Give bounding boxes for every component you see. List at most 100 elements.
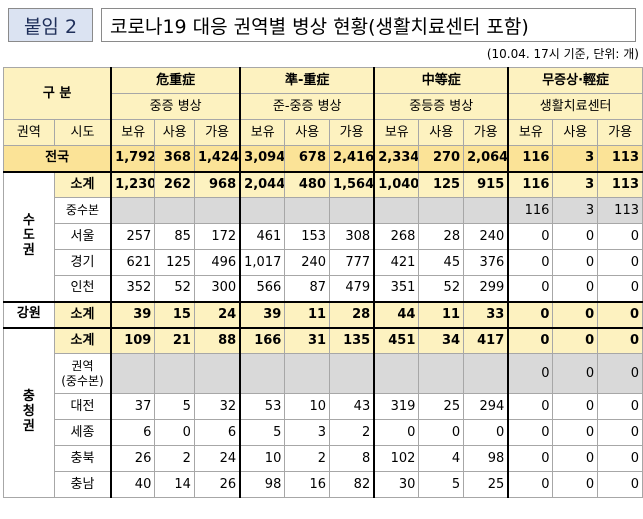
- row-value: 125: [418, 170, 465, 198]
- row-value: [284, 197, 331, 224]
- national-value: 113: [597, 145, 643, 172]
- row-value: [463, 197, 509, 224]
- row-value: 25: [463, 471, 509, 498]
- row-value: 240: [463, 223, 509, 250]
- row-value: 352: [110, 275, 156, 302]
- row-value: 1,230: [110, 170, 156, 198]
- column-header-c_use: 사용: [552, 119, 599, 146]
- row-value: 21: [154, 326, 195, 354]
- document-title-text: 코로나19 대응 권역별 병상 현황(생활치료센터 포함): [110, 15, 529, 38]
- row-value: 40: [110, 471, 156, 498]
- row-value: 0: [597, 419, 643, 446]
- row-value: 496: [193, 249, 241, 276]
- row-label: 경기: [53, 249, 112, 276]
- row-value: [418, 353, 465, 394]
- national-value: 2,334: [373, 145, 420, 172]
- row-label: 소계: [53, 326, 112, 354]
- header-mild: 무증상·輕症: [507, 67, 643, 94]
- row-value: 52: [154, 275, 195, 302]
- row-value: 4: [418, 445, 465, 472]
- column-header-c_own: 보유: [239, 119, 286, 146]
- row-value: 0: [597, 249, 643, 276]
- row-value: 417: [463, 326, 509, 354]
- row-value: 98: [239, 471, 286, 498]
- document-title: 코로나19 대응 권역별 병상 현황(생활치료센터 포함): [101, 8, 636, 42]
- row-value: 566: [239, 275, 286, 302]
- row-value: 300: [193, 275, 241, 302]
- row-value: 308: [329, 223, 375, 250]
- row-value: 31: [284, 326, 331, 354]
- row-value: 0: [597, 275, 643, 302]
- row-value: 0: [507, 300, 554, 328]
- row-value: 257: [110, 223, 156, 250]
- row-value: 28: [329, 300, 375, 328]
- row-value: [329, 197, 375, 224]
- row-value: 2: [329, 419, 375, 446]
- national-label: 전국: [3, 145, 112, 172]
- row-value: 0: [597, 300, 643, 328]
- row-value: 461: [239, 223, 286, 250]
- row-value: 6: [110, 419, 156, 446]
- row-value: 153: [284, 223, 331, 250]
- column-header-c_avail: 가용: [597, 119, 643, 146]
- row-value: 24: [193, 445, 241, 472]
- row-value: 777: [329, 249, 375, 276]
- national-value: 3: [552, 145, 599, 172]
- national-value: 3,094: [239, 145, 286, 172]
- column-header-c_avail: 가용: [193, 119, 241, 146]
- row-value: 43: [329, 393, 375, 420]
- row-value: 0: [154, 419, 195, 446]
- region-label: 강원: [3, 300, 55, 328]
- row-value: 0: [507, 249, 554, 276]
- row-value: 113: [597, 197, 643, 224]
- reference-note: (10.04. 17시 기준, 단위: 개): [486, 47, 639, 61]
- row-value: 0: [552, 393, 599, 420]
- region-label: 수 도 권: [3, 170, 55, 302]
- row-value: 33: [463, 300, 509, 328]
- column-header-c_own: 보유: [507, 119, 554, 146]
- row-value: 0: [507, 419, 554, 446]
- row-value: 0: [552, 249, 599, 276]
- row-value: 113: [597, 170, 643, 198]
- national-value: 368: [154, 145, 195, 172]
- appendix-badge: 붙임 2: [8, 8, 93, 42]
- row-value: 0: [597, 471, 643, 498]
- row-value: 82: [329, 471, 375, 498]
- row-value: 0: [552, 326, 599, 354]
- row-value: 135: [329, 326, 375, 354]
- row-value: 98: [463, 445, 509, 472]
- header-sido: 시도: [53, 119, 112, 146]
- table-row: 수 도 권 소계 1,230 262 968 2,044 480 1,564 1,040 125 9…: [3, 170, 643, 302]
- header-semi-severe-sub: 준-중증 병상: [239, 93, 375, 120]
- row-value: 480: [284, 170, 331, 198]
- row-value: 621: [110, 249, 156, 276]
- row-value: 10: [239, 445, 286, 472]
- row-value: [284, 353, 331, 394]
- row-value: 262: [154, 170, 195, 198]
- row-value: 87: [284, 275, 331, 302]
- row-value: 34: [418, 326, 465, 354]
- row-value: 0: [552, 419, 599, 446]
- row-value: 451: [373, 326, 420, 354]
- row-value: 2,044: [239, 170, 286, 198]
- row-value: [154, 197, 195, 224]
- table-row: 세종 6 0 6 5 3 2 0 0 0 0 0 0: [4, 419, 643, 446]
- row-value: 24: [193, 300, 241, 328]
- header-region: 권역: [3, 119, 55, 146]
- row-value: [373, 197, 420, 224]
- row-value: 0: [507, 326, 554, 354]
- row-value: 0: [507, 353, 554, 394]
- row-value: 0: [373, 419, 420, 446]
- row-value: 125: [154, 249, 195, 276]
- row-label: 소계: [53, 300, 112, 328]
- row-value: 0: [507, 223, 554, 250]
- national-value: 1,424: [193, 145, 241, 172]
- row-value: 0: [418, 419, 465, 446]
- header-critical-sub: 중증 병상: [110, 93, 241, 120]
- row-value: 25: [418, 393, 465, 420]
- row-label: 충북: [53, 445, 112, 472]
- column-header-c_avail: 가용: [463, 119, 509, 146]
- row-value: [329, 353, 375, 394]
- header-mild-sub: 생활치료센터: [507, 93, 643, 120]
- row-label: 권역 (중수본): [53, 353, 112, 394]
